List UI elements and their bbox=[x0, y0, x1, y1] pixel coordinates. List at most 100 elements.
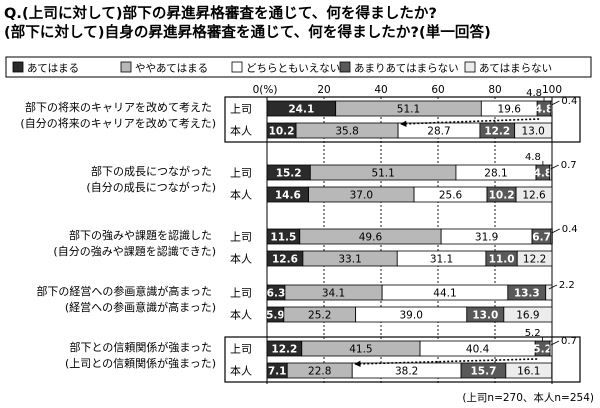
bar-segment bbox=[550, 100, 553, 117]
row-label: 上司 bbox=[230, 287, 252, 300]
category-label: 部下の経営への参画意識が高まった bbox=[36, 284, 212, 298]
data-label: 12.6 bbox=[522, 190, 546, 202]
category-label-alt: (経営への参画意識が高まった) bbox=[65, 300, 216, 314]
data-label: 33.1 bbox=[338, 254, 361, 266]
data-label: 38.2 bbox=[395, 366, 418, 378]
bar-segment bbox=[505, 362, 553, 379]
data-label: 51.1 bbox=[371, 168, 394, 180]
bar-segment bbox=[503, 306, 553, 323]
trend-arrow-head bbox=[354, 360, 361, 368]
trend-arrow-line bbox=[400, 118, 540, 125]
question-line-1: Q.(上司に対して)部下の昇進昇格審査を通じて、何を得ましたか? bbox=[4, 6, 438, 22]
data-label: 25.2 bbox=[308, 310, 331, 322]
data-label: 5.9 bbox=[266, 310, 285, 322]
callout-label: 0.4 bbox=[562, 224, 578, 235]
data-label: 24.1 bbox=[288, 104, 314, 116]
legend-swatch bbox=[231, 61, 243, 73]
data-label: 7.1 bbox=[268, 366, 287, 378]
data-label: 16.1 bbox=[517, 366, 540, 378]
data-label: 22.8 bbox=[308, 366, 331, 378]
data-label: 51.1 bbox=[397, 104, 420, 116]
data-label: 37.0 bbox=[350, 190, 373, 202]
data-label: 16.9 bbox=[516, 310, 539, 322]
row-label: 上司 bbox=[230, 103, 252, 116]
highlight-box bbox=[224, 336, 581, 383]
data-label: 4.8 bbox=[534, 168, 553, 180]
axis-tick-label: 40 bbox=[374, 84, 387, 96]
data-label: 31.1 bbox=[430, 254, 453, 266]
legend-label: あてはまる bbox=[27, 63, 79, 75]
row-label: 本人 bbox=[230, 308, 252, 322]
axis-tick-label: 80 bbox=[488, 84, 501, 96]
row-label: 上司 bbox=[230, 231, 252, 244]
data-label: 14.6 bbox=[275, 190, 301, 202]
category-label: 部下の強みや課題を認識した bbox=[69, 228, 212, 242]
callout-leader bbox=[548, 284, 558, 290]
bar-segment bbox=[550, 228, 553, 245]
row-label: 本人 bbox=[230, 252, 252, 266]
axis-tick-label: 60 bbox=[431, 84, 444, 96]
row-label: 本人 bbox=[230, 188, 252, 202]
data-label: 15.7 bbox=[470, 366, 496, 378]
legend-swatch bbox=[120, 61, 132, 73]
bar-segment bbox=[549, 340, 553, 357]
question-line-2: (部下に対して)自身の昇進昇格審査を通じて、何を得ましたか?(単一回答) bbox=[4, 25, 491, 41]
data-label: 44.1 bbox=[433, 288, 456, 300]
category-label-alt: (上司との信頼関係が強まった) bbox=[65, 356, 216, 370]
data-label: 6.7 bbox=[532, 232, 551, 244]
data-label: 12.2 bbox=[271, 344, 297, 356]
category-label-alt: (自分の強みや課題を認識できた) bbox=[53, 244, 216, 258]
data-label: 11.5 bbox=[270, 232, 296, 244]
callout-leader bbox=[550, 164, 559, 170]
category-label: 部下との信頼関係が強まった bbox=[70, 340, 212, 354]
bar-segment bbox=[514, 122, 553, 139]
legend-label: どちらともいえない bbox=[246, 63, 340, 75]
footnote: (上司n=270、本人n=254) bbox=[462, 391, 594, 404]
category-label-alt: (自分の将来のキャリアを改めて考えた) bbox=[20, 116, 216, 130]
data-label: 13.3 bbox=[514, 288, 540, 300]
data-label: 41.5 bbox=[349, 344, 372, 356]
legend-swatch bbox=[464, 61, 476, 73]
axis-tick-label: 100 bbox=[542, 84, 562, 96]
data-label: 4.8 bbox=[535, 104, 554, 116]
callout-leader bbox=[550, 340, 560, 346]
callout-label: 5.2 bbox=[525, 328, 541, 339]
axis-unit-label: 0(%) bbox=[253, 84, 278, 96]
data-label: 10.2 bbox=[489, 190, 515, 202]
data-label: 12.2 bbox=[523, 254, 546, 266]
data-label: 10.2 bbox=[269, 126, 295, 138]
data-label: 40.4 bbox=[466, 344, 490, 356]
legend-swatch bbox=[339, 61, 351, 73]
data-label: 12.2 bbox=[484, 126, 510, 138]
bar-segment bbox=[515, 186, 553, 203]
data-label: 35.8 bbox=[335, 126, 358, 138]
callout-label: 4.8 bbox=[525, 152, 541, 163]
bar-segment bbox=[516, 250, 553, 267]
data-label: 15.2 bbox=[276, 168, 302, 180]
bar-segment bbox=[549, 164, 553, 181]
trend-arrow-head bbox=[400, 120, 407, 127]
trend-arrow-line bbox=[354, 358, 538, 365]
data-label: 19.6 bbox=[498, 104, 522, 116]
highlight-box bbox=[224, 96, 581, 143]
callout-label: 0.4 bbox=[561, 96, 577, 107]
callout-label: 4.8 bbox=[526, 88, 542, 99]
callout-leader bbox=[551, 228, 560, 234]
axis-tick-label: 20 bbox=[317, 84, 330, 96]
legend-box bbox=[5, 56, 592, 78]
row-label: 上司 bbox=[230, 343, 252, 356]
row-label: 上司 bbox=[230, 167, 252, 180]
data-label: 31.9 bbox=[475, 232, 498, 244]
callout-label: 2.2 bbox=[559, 280, 575, 291]
category-label-alt: (自分の成長につながった) bbox=[86, 180, 216, 194]
legend-swatch bbox=[12, 61, 24, 73]
legend-label: ややあてはまる bbox=[135, 63, 208, 75]
callout-leader bbox=[551, 100, 560, 106]
category-label: 部下の成長につながった bbox=[91, 164, 212, 178]
row-label: 本人 bbox=[230, 124, 252, 138]
data-label: 13.0 bbox=[472, 310, 498, 322]
data-label: 5.2 bbox=[533, 344, 552, 356]
data-label: 28.7 bbox=[427, 126, 450, 138]
